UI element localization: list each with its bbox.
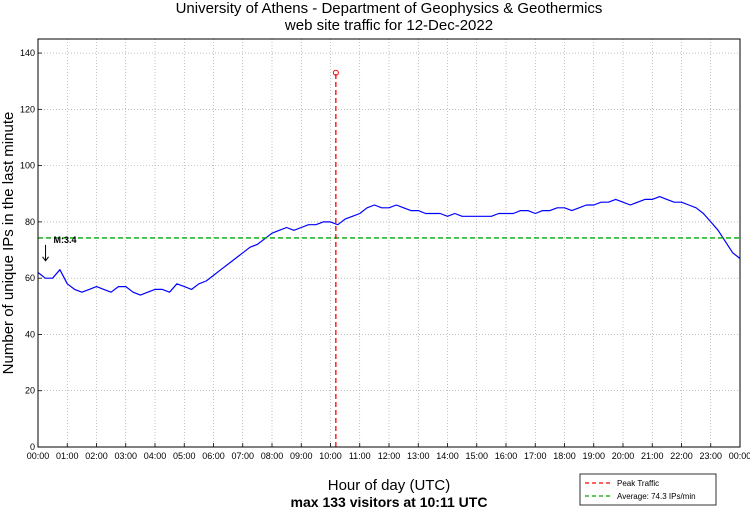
y-tick-label: 120 <box>20 104 35 114</box>
legend-peak-label: Peak Traffic <box>617 479 659 488</box>
x-tick-label: 12:00 <box>378 451 401 461</box>
x-tick-label: 22:00 <box>670 451 693 461</box>
chart-title-line-2: web site traffic for 12-Dec-2022 <box>284 17 493 34</box>
y-axis-label: Number of unique IPs in the last minute <box>0 112 17 375</box>
x-tick-label: 19:00 <box>582 451 605 461</box>
x-tick-label: 13:00 <box>407 451 430 461</box>
x-tick-label: 15:00 <box>465 451 488 461</box>
annotation-text: M:3.4 <box>54 235 77 245</box>
x-axis-sublabel: max 133 visitors at 10:11 UTC <box>291 494 488 510</box>
x-tick-label: 02:00 <box>85 451 108 461</box>
series-group <box>37 196 741 296</box>
y-tick-label: 100 <box>20 161 35 171</box>
x-tick-label: 11:00 <box>349 451 371 461</box>
x-tick-label: 05:00 <box>173 451 196 461</box>
y-tick-label: 80 <box>25 217 35 227</box>
annotation: M:3.4 <box>42 235 77 262</box>
x-tick-label: 16:00 <box>495 451 518 461</box>
x-tick-label: 08:00 <box>261 451 284 461</box>
chart-title-line-1: University of Athens - Department of Geo… <box>176 0 603 17</box>
legend-average-label: Average: 74.3 IPs/min <box>617 492 696 501</box>
x-axis-label: Hour of day (UTC) <box>328 477 451 494</box>
peak-marker <box>332 69 339 76</box>
x-tick-label: 14:00 <box>436 451 459 461</box>
y-tick-label: 40 <box>25 329 35 339</box>
legend: Peak Traffic Average: 74.3 IPs/min <box>579 473 717 506</box>
annotation-arrow-icon <box>42 244 49 262</box>
x-tick-label: 09:00 <box>290 451 313 461</box>
x-tick-label: 07:00 <box>231 451 254 461</box>
y-tick-label: 60 <box>25 273 35 283</box>
legend-box <box>579 473 717 506</box>
x-axis-ticks: 00:00 01:00 02:00 03:00 04:00 05:00 06:00 07:00… <box>27 443 750 461</box>
reference-lines <box>38 69 740 447</box>
x-tick-label: 20:00 <box>612 451 635 461</box>
x-tick-label: 04:00 <box>144 451 167 461</box>
x-tick-label: 06:00 <box>202 451 225 461</box>
y-tick-label: 20 <box>25 386 35 396</box>
y-axis-ticks: 0 20 40 60 80 100 120 140 <box>20 48 42 452</box>
x-tick-label: 17:00 <box>524 451 547 461</box>
x-tick-label: 00:00 <box>27 451 50 461</box>
x-tick-label: 10:00 <box>319 451 342 461</box>
x-tick-label: 03:00 <box>114 451 137 461</box>
grid <box>38 39 740 447</box>
series-line <box>37 196 741 296</box>
y-tick-label: 0 <box>30 442 35 452</box>
y-tick-label: 140 <box>20 48 35 58</box>
x-tick-label: 00:00 <box>729 451 750 461</box>
x-tick-label: 18:00 <box>553 451 576 461</box>
x-tick-label: 23:00 <box>699 451 722 461</box>
x-tick-label: 01:00 <box>56 451 79 461</box>
x-tick-label: 21:00 <box>641 451 664 461</box>
